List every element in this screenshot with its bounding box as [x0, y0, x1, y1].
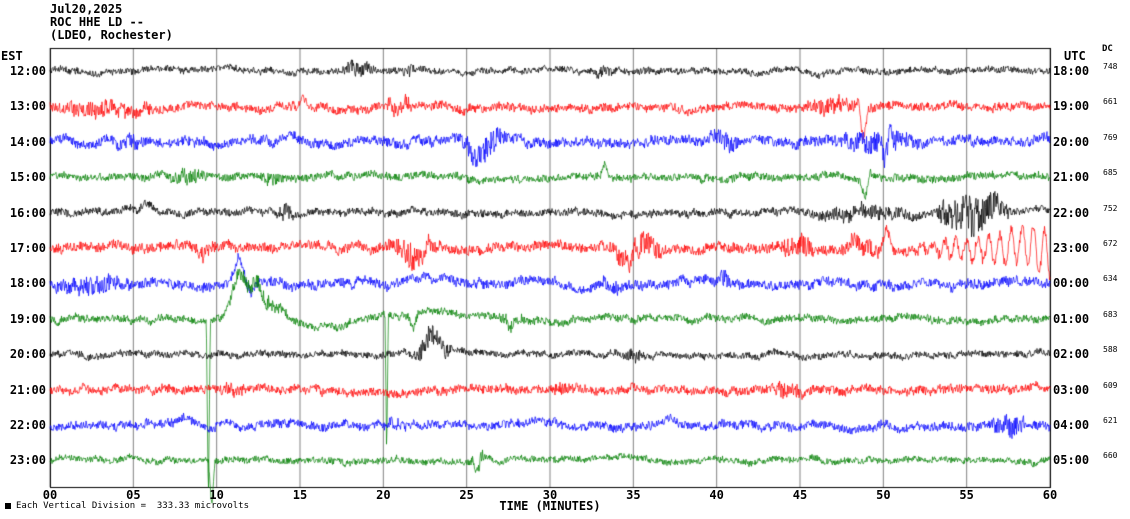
utc-axis-label: UTC: [1064, 49, 1086, 63]
dc-value: 748: [1103, 62, 1118, 71]
x-tick-label: 60: [1042, 488, 1058, 502]
utc-time-label: 03:00: [1053, 382, 1090, 397]
x-tick-label: 10: [209, 488, 224, 502]
est-time-label: 13:00: [9, 99, 46, 114]
utc-time-label: 04:00: [1053, 418, 1090, 432]
x-tick-label: 55: [959, 488, 974, 502]
est-time-label: 21:00: [9, 382, 46, 397]
dc-value: 685: [1103, 168, 1118, 178]
utc-time-label: 21:00: [1053, 170, 1090, 185]
x-tick-label: 05: [126, 488, 141, 502]
utc-time-label: 19:00: [1053, 99, 1090, 114]
est-time-label: 20:00: [9, 347, 46, 362]
dc-value: 609: [1103, 380, 1118, 390]
est-time-label: 16:00: [9, 205, 46, 220]
header-station: ROC HHE LD --: [50, 15, 144, 29]
utc-time-label: 00:00: [1053, 276, 1090, 291]
est-time-label: 12:00: [9, 64, 46, 78]
dc-value: 588: [1103, 345, 1118, 355]
utc-time-label: 18:00: [1053, 64, 1090, 78]
x-tick-label: 15: [292, 488, 308, 502]
x-tick-label: 50: [876, 488, 891, 502]
x-tick-label: 45: [792, 488, 808, 502]
division-marker-icon: [5, 503, 11, 509]
x-tick-label: 20: [376, 488, 391, 502]
dc-value: 672: [1103, 239, 1118, 248]
est-time-label: 15:00: [9, 170, 46, 185]
x-axis-title: TIME (MINUTES): [499, 499, 601, 513]
utc-time-label: 01:00: [1053, 311, 1090, 326]
header-location: (LDEO, Rochester): [50, 28, 173, 42]
x-tick-label: 30: [542, 488, 558, 502]
dc-axis-label: DC: [1102, 44, 1113, 54]
utc-time-label: 05:00: [1053, 453, 1090, 468]
est-time-label: 18:00: [9, 276, 46, 291]
dc-value: 683: [1103, 309, 1118, 319]
est-time-label: 14:00: [9, 134, 46, 149]
utc-time-label: 02:00: [1053, 347, 1090, 362]
dc-value: 661: [1103, 97, 1118, 107]
dc-value: 752: [1103, 203, 1118, 213]
utc-time-label: 20:00: [1053, 134, 1090, 149]
est-time-label: 23:00: [9, 453, 46, 468]
utc-time-label: 23:00: [1053, 241, 1090, 255]
est-axis-label: EST: [1, 49, 23, 63]
dc-value: 660: [1103, 451, 1118, 461]
est-time-label: 17:00: [9, 241, 46, 255]
x-tick-label: 00: [42, 488, 58, 502]
x-tick-label: 35: [626, 488, 641, 502]
x-tick-label: 40: [709, 488, 724, 502]
est-time-label: 22:00: [9, 418, 46, 432]
est-time-label: 19:00: [9, 311, 46, 326]
x-tick-label: 25: [459, 488, 474, 502]
dc-value: 621: [1103, 416, 1118, 425]
footer-note: Each Vertical Division = 333.33 microvol…: [16, 501, 249, 511]
dc-value: 769: [1103, 132, 1118, 142]
dc-value: 634: [1103, 274, 1118, 284]
utc-time-label: 22:00: [1053, 205, 1090, 220]
header-date: Jul20,2025: [50, 2, 123, 16]
